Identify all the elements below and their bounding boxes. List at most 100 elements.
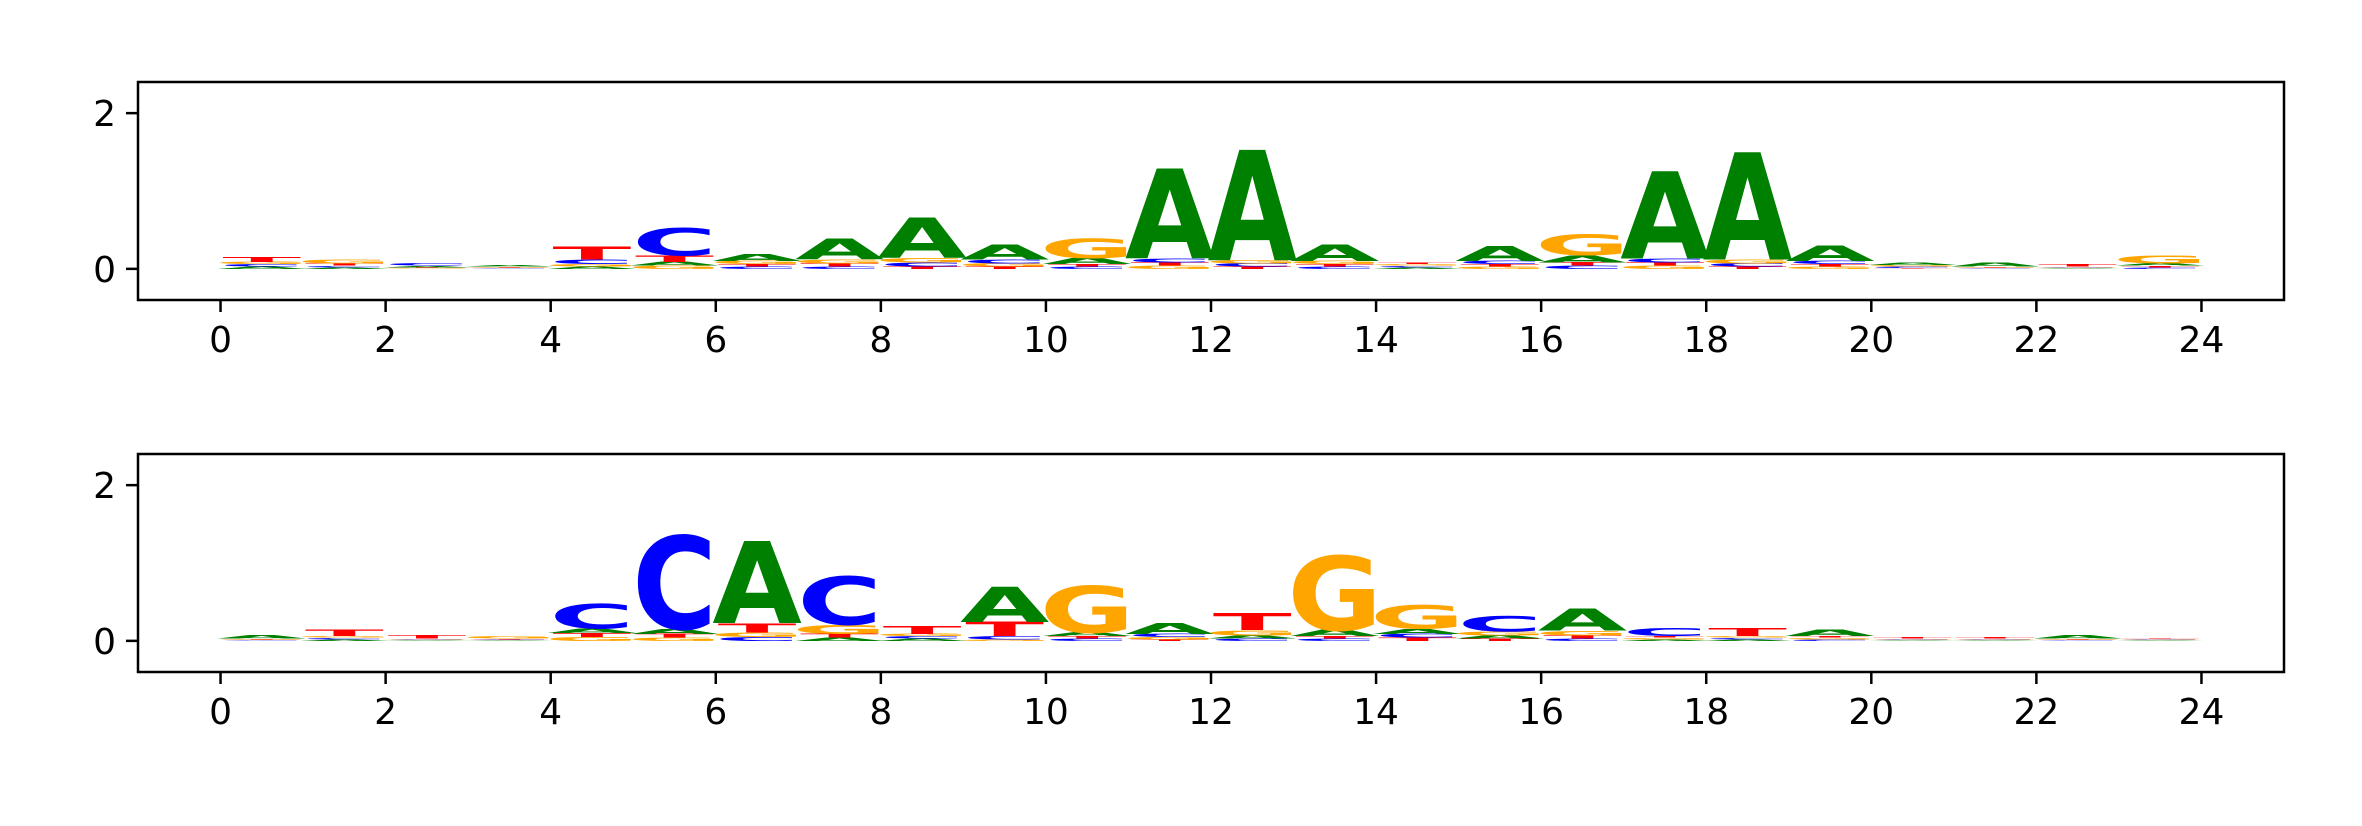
logo-letter-t: T bbox=[2038, 264, 2117, 268]
x-tick-label: 24 bbox=[2179, 692, 2225, 733]
logo-letter-g: G bbox=[1122, 265, 1217, 270]
logo-letter-g: G bbox=[875, 633, 970, 637]
logo-letter-c: C bbox=[2118, 267, 2203, 269]
logo-letter-t: T bbox=[305, 263, 384, 267]
logo-letter-c: C bbox=[384, 639, 469, 640]
logo-letter-c: C bbox=[880, 262, 965, 268]
logo-letter-a: A bbox=[1785, 241, 1874, 266]
logo-letter-g: G bbox=[1040, 233, 1135, 264]
logo-letter-t: T bbox=[1295, 636, 1374, 640]
logo-letter-c: C bbox=[1953, 639, 2038, 640]
logo-letter-g: G bbox=[1287, 260, 1382, 265]
logo-letter-a: A bbox=[1703, 639, 1792, 641]
logo-letter-g: G bbox=[214, 639, 309, 640]
logo-letter-g: G bbox=[875, 257, 970, 264]
logo-letter-c: C bbox=[1540, 638, 1625, 642]
y-tick-label: 0 bbox=[93, 622, 116, 663]
logo-letter-a: A bbox=[2115, 263, 2204, 267]
logo-letter-c: C bbox=[1705, 637, 1790, 639]
logo-letter-a: A bbox=[2033, 635, 2122, 640]
x-tick-label: 4 bbox=[539, 692, 562, 733]
logo-letter-g: G bbox=[627, 265, 722, 270]
logo-letter-a: A bbox=[795, 637, 884, 642]
logo-letter-t: T bbox=[635, 254, 714, 264]
logo-letter-a: A bbox=[1208, 120, 1297, 297]
logo-letter-t: T bbox=[553, 632, 632, 638]
logo-letter-t: T bbox=[800, 263, 879, 268]
logo-letter-c: C bbox=[1623, 626, 1708, 638]
logo-letter-a: A bbox=[630, 261, 719, 267]
x-tick-label: 16 bbox=[1518, 692, 1564, 733]
x-tick-label: 6 bbox=[704, 320, 727, 361]
logo-letter-a: A bbox=[1455, 242, 1544, 266]
logo-letter-g: G bbox=[1618, 637, 1713, 639]
logo-letter-a: A bbox=[465, 640, 554, 641]
logo-letter-g: G bbox=[297, 636, 392, 638]
logo-letter-a: A bbox=[1703, 124, 1792, 295]
logo-letter-c: C bbox=[632, 221, 717, 264]
logo-letter-a: A bbox=[1868, 262, 1957, 266]
logo-letter-t: T bbox=[965, 618, 1045, 640]
logo-letter-t: T bbox=[883, 266, 962, 270]
logo-letter-a: A bbox=[1042, 631, 1131, 637]
logo-letter-c: C bbox=[219, 264, 304, 268]
x-tick-label: 12 bbox=[1188, 692, 1234, 733]
logo-letter-c: C bbox=[1292, 638, 1377, 642]
logo-glyphs: CGTAACGTACGTACTGGTACGTACCGTAATGCACGTGCTA… bbox=[214, 510, 2207, 659]
logo-panel-bottom: CGTAACGTACGTACTGGTACGTACCGTAATGCACGTGCTA… bbox=[93, 452, 2286, 733]
logo-letter-a: A bbox=[1785, 628, 1874, 638]
logo-letter-a: A bbox=[1125, 620, 1215, 637]
logo-letter-t: T bbox=[1708, 626, 1787, 638]
logo-letter-a: A bbox=[547, 627, 636, 634]
logo-letter-t: T bbox=[1378, 262, 1457, 264]
logo-letter-a: A bbox=[1455, 635, 1544, 640]
x-tick-label: 2 bbox=[374, 320, 397, 361]
logo-letter-t: T bbox=[387, 635, 466, 640]
logo-letter-a: A bbox=[795, 233, 884, 267]
logo-letter-g: G bbox=[379, 268, 474, 269]
logo-letter-c: C bbox=[302, 637, 387, 639]
x-tick-label: 22 bbox=[2013, 320, 2059, 361]
logo-letter-t: T bbox=[470, 638, 549, 639]
logo-letter-g: G bbox=[1452, 631, 1547, 637]
logo-letter-g: G bbox=[792, 622, 887, 637]
logo-letter-c: C bbox=[1127, 633, 1212, 638]
x-tick-label: 0 bbox=[209, 320, 232, 361]
logo-letter-t: T bbox=[1130, 639, 1209, 641]
logo-letter-g: G bbox=[1618, 265, 1713, 270]
logo-letter-g: G bbox=[297, 259, 392, 265]
logo-letter-c: C bbox=[1045, 266, 1130, 270]
logo-letter-t: T bbox=[1956, 266, 2035, 267]
x-tick-label: 16 bbox=[1518, 320, 1564, 361]
logo-letter-a: A bbox=[1620, 148, 1709, 287]
logo-letter-c: C bbox=[1953, 268, 2038, 269]
logo-letter-a: A bbox=[712, 252, 802, 263]
logo-letter-a: A bbox=[1208, 635, 1297, 640]
logo-letter-a: A bbox=[1125, 146, 1214, 289]
logo-letter-t: T bbox=[1626, 636, 1705, 638]
logo-letter-a: A bbox=[217, 266, 306, 270]
logo-letter-a: A bbox=[877, 207, 966, 271]
logo-letter-t: T bbox=[2038, 638, 2117, 639]
logo-letter-a: A bbox=[1538, 603, 1627, 638]
logo-letter-t: T bbox=[470, 266, 549, 267]
logo-letter-t: T bbox=[1543, 262, 1622, 267]
logo-letter-c: C bbox=[384, 263, 469, 267]
logo-letter-g: G bbox=[1783, 637, 1878, 639]
x-tick-label: 22 bbox=[2013, 692, 2059, 733]
logo-letter-c: C bbox=[1788, 260, 1873, 265]
logo-letter-g: G bbox=[2030, 266, 2125, 267]
logo-letter-a: A bbox=[382, 265, 471, 267]
logo-letter-t: T bbox=[1378, 637, 1457, 642]
logo-letter-g: G bbox=[2113, 254, 2208, 266]
x-tick-label: 6 bbox=[704, 692, 727, 733]
logo-letter-g: G bbox=[462, 636, 557, 640]
logo-letter-g: G bbox=[462, 267, 557, 268]
x-tick-label: 2 bbox=[374, 692, 397, 733]
logo-letter-g: G bbox=[957, 639, 1052, 641]
logo-letter-g: G bbox=[545, 636, 640, 642]
logo-letter-g: G bbox=[1205, 629, 1300, 638]
logo-letter-a: A bbox=[1538, 254, 1628, 265]
logo-letter-c: C bbox=[797, 266, 882, 270]
logo-letter-a: A bbox=[712, 519, 801, 650]
